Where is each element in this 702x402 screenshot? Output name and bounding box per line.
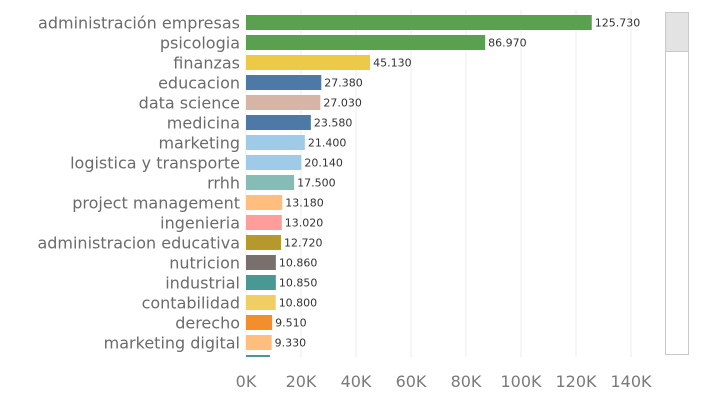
bars: [246, 15, 592, 357]
value-label: 125.730: [595, 17, 641, 30]
scrollbar-thumb[interactable]: [666, 13, 688, 52]
value-label: 45.130: [373, 57, 412, 70]
bar[interactable]: [246, 75, 322, 90]
category-labels: administración empresaspsicologiafinanza…: [37, 14, 240, 353]
bar[interactable]: [246, 135, 305, 150]
x-tick-label: 120K: [555, 372, 597, 391]
category-label: ingenieria: [160, 214, 240, 233]
category-label: administración empresas: [38, 14, 240, 33]
x-tick-label: 100K: [500, 372, 542, 391]
value-label: 13.020: [285, 217, 324, 230]
x-tick-label: 140K: [610, 372, 652, 391]
value-label: 21.400: [308, 137, 347, 150]
category-label: marketing digital: [104, 334, 240, 353]
category-label: finanzas: [173, 54, 240, 73]
value-label: 23.580: [314, 117, 353, 130]
category-label: logistica y transporte: [70, 154, 240, 173]
bar[interactable]: [246, 175, 295, 190]
bar[interactable]: [246, 55, 371, 70]
value-label: 9.330: [275, 337, 307, 350]
value-labels: 125.730 86.970 45.130 27.380 27.030 23.580 21.…: [275, 17, 641, 350]
bar[interactable]: [246, 275, 276, 290]
category-label: industrial: [165, 274, 240, 293]
x-tick-label: 40K: [341, 372, 372, 391]
bar[interactable]: [246, 295, 276, 310]
partial-bar: [246, 355, 270, 357]
bar[interactable]: [246, 15, 592, 30]
bar[interactable]: [246, 35, 486, 50]
bar[interactable]: [246, 115, 311, 130]
value-label: 10.860: [279, 257, 318, 270]
x-tick-label: 60K: [396, 372, 427, 391]
clip-mask: [0, 357, 660, 367]
bar[interactable]: [246, 95, 321, 110]
category-label: psicologia: [160, 34, 240, 53]
bar[interactable]: [246, 255, 276, 270]
category-label: marketing: [158, 134, 240, 153]
bar[interactable]: [246, 315, 273, 330]
value-label: 13.180: [285, 197, 324, 210]
category-label: data science: [139, 94, 240, 113]
value-label: 9.510: [275, 317, 307, 330]
x-tick-label: 0K: [236, 372, 257, 391]
category-label: derecho: [175, 314, 240, 333]
bar[interactable]: [246, 195, 283, 210]
category-label: nutricion: [169, 254, 240, 273]
category-label: administracion educativa: [37, 234, 240, 253]
category-label: rrhh: [207, 174, 240, 193]
bar[interactable]: [246, 155, 302, 170]
category-label: project management: [72, 194, 240, 213]
category-label: contabilidad: [142, 294, 240, 313]
bar[interactable]: [246, 235, 281, 250]
value-label: 12.720: [284, 237, 323, 250]
value-label: 10.850: [279, 277, 318, 290]
value-label: 20.140: [304, 157, 343, 170]
value-label: 86.970: [488, 37, 526, 50]
value-label: 17.500: [297, 177, 336, 190]
value-label: 27.380: [324, 77, 363, 90]
value-label: 27.030: [323, 97, 362, 110]
bar[interactable]: [246, 335, 272, 350]
value-label: 10.800: [279, 297, 318, 310]
bar[interactable]: [246, 215, 282, 230]
vertical-scrollbar[interactable]: [665, 12, 689, 355]
category-label: medicina: [167, 114, 240, 133]
x-axis: 0K 20K 40K 60K 80K 100K 120K 140K: [0, 357, 660, 391]
category-label: educacion: [158, 74, 240, 93]
x-tick-label: 80K: [451, 372, 482, 391]
x-tick-label: 20K: [286, 372, 317, 391]
